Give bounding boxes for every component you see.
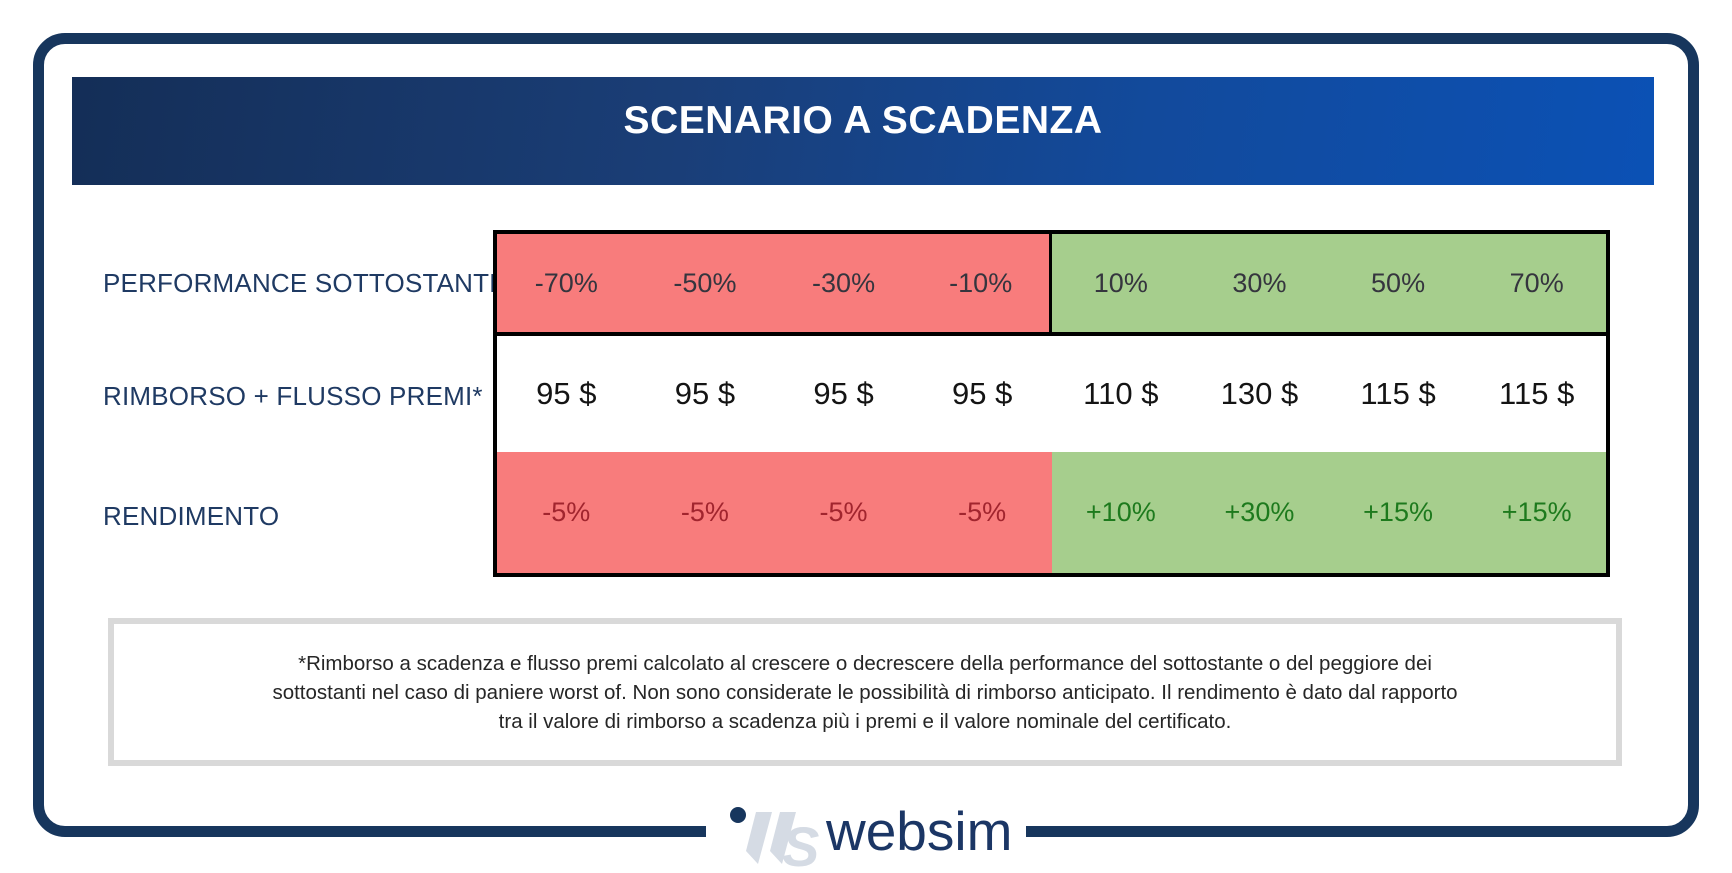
performance-cell: -30% xyxy=(774,234,913,336)
yield-cell: -5% xyxy=(497,452,636,573)
yield-cell: +30% xyxy=(1190,452,1329,573)
performance-cell: -70% xyxy=(497,234,636,336)
yield-cell: +15% xyxy=(1328,452,1468,573)
logo-dot-icon xyxy=(730,807,746,823)
websim-monogram-icon: S xyxy=(746,812,819,870)
row-label-performance: PERFORMANCE SOTTOSTANTE xyxy=(103,267,507,298)
header-bar: SCENARIO A SCADENZA xyxy=(72,77,1654,185)
performance-cell: 70% xyxy=(1467,234,1606,336)
redemption-cell: 95 $ xyxy=(497,336,636,452)
redemption-cell: 95 $ xyxy=(635,336,775,452)
yield-cell: -5% xyxy=(912,452,1052,573)
redemption-cell: 115 $ xyxy=(1328,336,1468,452)
yield-cell: -5% xyxy=(635,452,775,573)
footnote-box: *Rimborso a scadenza e flusso premi calc… xyxy=(108,618,1622,766)
redemption-cell: 95 $ xyxy=(912,336,1052,452)
svg-text:S: S xyxy=(782,815,819,870)
page-title: SCENARIO A SCADENZA xyxy=(623,99,1103,142)
redemption-cell: 115 $ xyxy=(1467,336,1606,452)
websim-logo: S websim xyxy=(724,790,1014,873)
performance-cell: 30% xyxy=(1190,234,1329,336)
footnote-line: tra il valore di rimborso a scadenza più… xyxy=(498,709,1232,733)
performance-cell: 50% xyxy=(1328,234,1468,336)
websim-wordmark: websim xyxy=(826,800,1013,862)
scenario-table: -70% -50% -30% -10% 10% 30% 50% 70% 95 $… xyxy=(493,230,1610,577)
redemption-cell: 130 $ xyxy=(1190,336,1329,452)
redemption-cell: 95 $ xyxy=(774,336,913,452)
yield-cell: -5% xyxy=(774,452,913,573)
redemption-cell: 110 $ xyxy=(1051,336,1191,452)
performance-cell: -50% xyxy=(635,234,775,336)
yield-cell: +10% xyxy=(1051,452,1191,573)
row-label-yield: RENDIMENTO xyxy=(103,501,280,531)
footnote-line: *Rimborso a scadenza e flusso premi calc… xyxy=(298,651,1432,675)
footnote-line: sottostanti nel caso di paniere worst of… xyxy=(272,680,1458,704)
performance-cell: -10% xyxy=(912,234,1052,336)
yield-cell: +15% xyxy=(1467,452,1606,573)
performance-cell: 10% xyxy=(1051,234,1191,336)
row-label-redemption: RIMBORSO + FLUSSO PREMI* xyxy=(103,380,483,411)
